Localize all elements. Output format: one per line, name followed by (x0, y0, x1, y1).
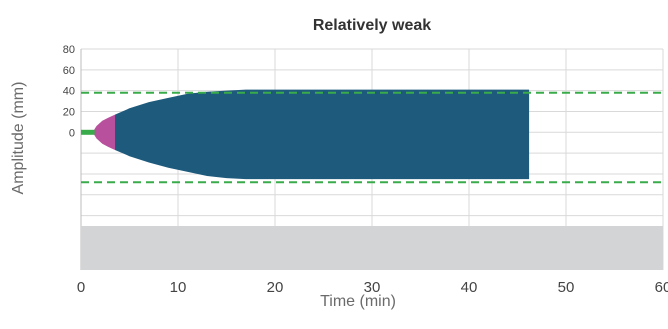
x-tick-label: 20 (267, 279, 284, 296)
x-tick-label: 60 (655, 279, 668, 296)
x-tick-label: 50 (558, 279, 575, 296)
x-tick-label: 30 (364, 279, 381, 296)
x-tick-label: 0 (77, 279, 85, 296)
y-tick-labels: 0 20 40 60 80 (63, 44, 75, 139)
footer-bar (81, 226, 663, 270)
band-2 (115, 89, 530, 180)
y-tick-label: 80 (63, 44, 75, 56)
y-axis-label: Amplitude (mm) (10, 82, 27, 195)
x-tick-label: 10 (170, 279, 187, 296)
y-tick-label: 40 (63, 86, 75, 98)
x-axis-label: Time (min) (320, 293, 396, 310)
band-1 (92, 114, 115, 150)
x-tick-label: 40 (461, 279, 478, 296)
footer-bar-fill (81, 226, 663, 270)
y-tick-label: 60 (63, 65, 75, 77)
reference-lines (81, 91, 663, 184)
amplitude-bands (92, 89, 530, 180)
y-tick-label: 20 (63, 106, 75, 118)
x-tick-labels: 0 10 20 30 40 50 60 (77, 279, 668, 296)
chart-title: Relatively weak (313, 17, 431, 34)
y-tick-label: 0 (69, 127, 75, 139)
